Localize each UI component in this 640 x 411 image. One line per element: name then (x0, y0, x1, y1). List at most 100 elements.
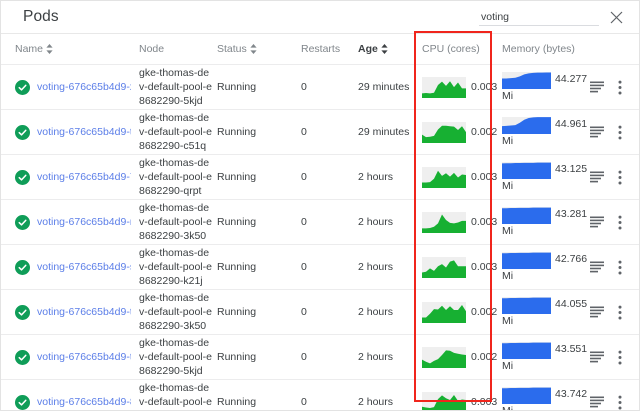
cell-name: voting-676c65b4d9-xs (1, 64, 131, 110)
kebab-menu-icon[interactable] (618, 395, 622, 410)
column-header-age[interactable]: Age (356, 34, 414, 65)
memory-unit: Mi (502, 359, 514, 372)
row-actions (590, 125, 622, 140)
column-header-restarts: Restarts (293, 34, 356, 65)
sort-arrows-icon[interactable] (46, 44, 53, 54)
cpu-cell: 0.003 (422, 391, 498, 410)
cell-memory: 43.281 Mi (494, 199, 639, 245)
sort-arrows-icon[interactable] (250, 44, 257, 54)
logs-icon[interactable] (590, 351, 604, 363)
memory-value: 43.281 (555, 207, 588, 220)
table-row[interactable]: voting-676c65b4d9-8f gke-thomas-dev-defau… (1, 379, 639, 410)
memory-value: 42.766 (555, 252, 588, 265)
kebab-menu-icon[interactable] (618, 305, 622, 320)
row-actions (590, 215, 622, 230)
sort-arrows-icon[interactable] (381, 44, 388, 54)
cpu-value: 0.003 (471, 261, 498, 273)
logs-icon[interactable] (590, 396, 604, 408)
column-header-memory-label: Memory (bytes) (502, 43, 575, 55)
cpu-value: 0.003 (471, 396, 498, 408)
clear-search-button[interactable] (607, 8, 625, 26)
check-circle-icon (15, 169, 30, 185)
pod-name-link[interactable]: voting-676c65b4d9-xs (37, 81, 131, 93)
table-row[interactable]: voting-676c65b4d9-tpr gke-thomas-dev-defa… (1, 109, 639, 155)
cell-status: Running (213, 199, 293, 245)
memory-graph-wrap: 43.742 Mi (502, 386, 587, 410)
cell-restarts: 0 (293, 334, 356, 380)
cell-status: Running (213, 244, 293, 290)
name-cell: voting-676c65b4d9-tpr (15, 124, 131, 140)
logs-icon[interactable] (590, 306, 604, 318)
pod-name-link[interactable]: voting-676c65b4d9-8f (37, 396, 131, 408)
row-actions (590, 350, 622, 365)
kebab-menu-icon[interactable] (618, 125, 622, 140)
table-row[interactable]: voting-676c65b4d9-srl gke-thomas-dev-defa… (1, 244, 639, 290)
name-cell: voting-676c65b4d9-nv (15, 214, 131, 230)
logs-icon[interactable] (590, 81, 604, 93)
cell-memory: 42.766 Mi (494, 244, 639, 290)
pod-name-link[interactable]: voting-676c65b4d9-tpj (37, 351, 131, 363)
kebab-menu-icon[interactable] (618, 215, 622, 230)
memory-graph-wrap: 42.766 Mi (502, 251, 588, 283)
column-header-node: Node (131, 34, 213, 65)
memory-sparkline (502, 116, 551, 134)
memory-value: 43.125 (555, 162, 588, 175)
kebab-menu-icon[interactable] (618, 350, 622, 365)
table-row[interactable]: voting-676c65b4d9-tj6 gke-thomas-dev-defa… (1, 289, 639, 335)
pod-name-link[interactable]: voting-676c65b4d9-72 (37, 171, 131, 183)
logs-icon[interactable] (590, 216, 604, 228)
cpu-sparkline (422, 211, 466, 233)
node-name-label: gke-thomas-dev-default-pool-e8682290-qrp… (139, 157, 212, 197)
pod-name-link[interactable]: voting-676c65b4d9-tj6 (37, 306, 131, 318)
cell-age: 2 hours (356, 154, 414, 200)
table-row[interactable]: voting-676c65b4d9-nv gke-thomas-dev-defau… (1, 199, 639, 245)
logs-icon[interactable] (590, 171, 604, 183)
memory-value: 44.961 (555, 117, 588, 130)
cell-status: Running (213, 379, 293, 410)
cell-status: Running (213, 334, 293, 380)
logs-icon[interactable] (590, 126, 604, 138)
memory-graph-wrap: 44.055 Mi (502, 296, 587, 328)
column-header-status[interactable]: Status (213, 34, 293, 65)
check-circle-icon (15, 349, 30, 365)
pod-name-link[interactable]: voting-676c65b4d9-srl (37, 261, 131, 273)
kebab-menu-icon[interactable] (618, 170, 622, 185)
node-name-label: gke-thomas-dev-default-pool-e8682290-3k5… (139, 292, 212, 332)
cell-name: voting-676c65b4d9-72 (1, 154, 131, 200)
table-row[interactable]: voting-676c65b4d9-72 gke-thomas-dev-defau… (1, 154, 639, 200)
cpu-cell: 0.003 (422, 211, 498, 233)
age-value: 2 hours (358, 351, 394, 363)
age-value: 29 minutes (358, 81, 410, 93)
cell-restarts: 0 (293, 154, 356, 200)
age-value: 2 hours (358, 396, 394, 408)
cpu-sparkline (422, 391, 466, 410)
cpu-value: 0.002 (471, 351, 498, 363)
node-name-label: gke-thomas-dev-default-pool-e8682290-c51… (139, 112, 212, 152)
restarts-value: 0 (301, 306, 307, 318)
search-input[interactable] (479, 8, 599, 26)
restarts-value: 0 (301, 261, 307, 273)
column-header-name-label: Name (15, 43, 44, 55)
kebab-menu-icon[interactable] (618, 80, 622, 95)
pod-name-link[interactable]: voting-676c65b4d9-tpr (37, 126, 131, 138)
cell-restarts: 0 (293, 289, 356, 335)
table-body: voting-676c65b4d9-xs gke-thomas-dev-defau… (1, 64, 639, 410)
status-label: Running (217, 396, 257, 408)
name-cell: voting-676c65b4d9-srl (15, 259, 131, 275)
check-circle-icon (15, 79, 30, 95)
pod-name-link[interactable]: voting-676c65b4d9-nv (37, 216, 131, 228)
table-row[interactable]: voting-676c65b4d9-xs gke-thomas-dev-defau… (1, 64, 639, 110)
cell-cpu: 0.003 (414, 379, 498, 410)
cpu-value: 0.003 (471, 216, 498, 228)
cell-status: Running (213, 154, 293, 200)
column-header-node-label: Node (139, 43, 165, 55)
logs-icon[interactable] (590, 261, 604, 273)
cpu-value: 0.003 (471, 81, 498, 93)
cell-age: 2 hours (356, 334, 414, 380)
table-row[interactable]: voting-676c65b4d9-tpj gke-thomas-dev-defa… (1, 334, 639, 380)
memory-sparkline (502, 296, 551, 314)
kebab-menu-icon[interactable] (618, 260, 622, 275)
column-header-name[interactable]: Name (1, 34, 131, 65)
memory-cell: 42.766 Mi (502, 251, 639, 283)
row-actions (590, 260, 622, 275)
